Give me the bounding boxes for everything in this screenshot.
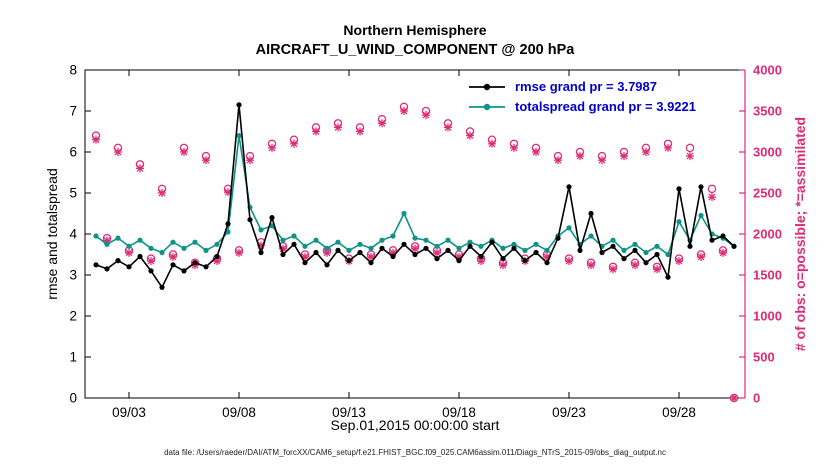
chart-title: Northern Hemisphere <box>343 22 487 38</box>
svg-text:09/13: 09/13 <box>332 405 366 420</box>
rmse-line <box>93 102 737 290</box>
legend-label-totalspread: totalspread grand pr = 3.9221 <box>515 99 696 114</box>
svg-text:8: 8 <box>69 63 77 78</box>
svg-text:09/23: 09/23 <box>552 405 586 420</box>
data-file-caption: data file: /Users/raeder/DAI/ATM_forcXX/… <box>164 448 666 457</box>
chart-title-block: Northern Hemisphere AIRCRAFT_U_WIND_COMP… <box>0 20 830 61</box>
svg-text:500: 500 <box>753 350 775 365</box>
svg-text:3000: 3000 <box>753 145 782 160</box>
x-axis-label: Sep.01,2015 00:00:00 start <box>330 417 500 433</box>
svg-text:09/28: 09/28 <box>662 405 696 420</box>
left-axis-ticks: 0 1 2 3 4 5 6 7 8 <box>69 63 91 406</box>
svg-text:09/08: 09/08 <box>222 405 256 420</box>
svg-text:5: 5 <box>69 186 77 201</box>
svg-text:0: 0 <box>69 391 77 406</box>
svg-text:3: 3 <box>69 268 77 283</box>
legend: rmse grand pr = 3.7987 totalspread grand… <box>468 79 696 114</box>
x-axis-ticks: 09/03 09/08 09/13 09/18 09/23 09/28 <box>112 70 696 420</box>
rmse-line-swatch <box>469 83 505 90</box>
svg-text:2500: 2500 <box>753 186 782 201</box>
y-axis-label-right: # of obs: o=possible; *=assimilated <box>792 116 808 352</box>
svg-text:4: 4 <box>69 227 77 242</box>
svg-text:6: 6 <box>69 145 77 160</box>
svg-text:1: 1 <box>69 350 77 365</box>
legend-item-rmse: rmse grand pr = 3.7987 <box>468 79 696 94</box>
totalspread-line-swatch <box>469 103 505 110</box>
legend-label-rmse: rmse grand pr = 3.7987 <box>515 79 657 94</box>
y-axis-label-left: rmse and totalspread <box>44 168 60 300</box>
svg-text:1000: 1000 <box>753 309 782 324</box>
svg-text:1500: 1500 <box>753 268 782 283</box>
svg-text:09/03: 09/03 <box>112 405 146 420</box>
svg-text:2000: 2000 <box>753 227 782 242</box>
axes-box <box>84 69 745 399</box>
svg-text:0: 0 <box>753 391 760 406</box>
svg-text:09/18: 09/18 <box>442 405 476 420</box>
svg-text:2: 2 <box>69 309 77 324</box>
totalspread-line <box>93 133 737 258</box>
chart-subtitle: AIRCRAFT_U_WIND_COMPONENT @ 200 hPa <box>255 42 575 59</box>
legend-item-totalspread: totalspread grand pr = 3.9221 <box>468 99 696 114</box>
svg-text:3500: 3500 <box>753 104 782 119</box>
svg-text:4000: 4000 <box>753 63 782 78</box>
svg-text:7: 7 <box>69 104 77 119</box>
right-axis-ticks: 0 500 1000 1500 2000 2500 3000 3500 4000 <box>739 63 782 406</box>
